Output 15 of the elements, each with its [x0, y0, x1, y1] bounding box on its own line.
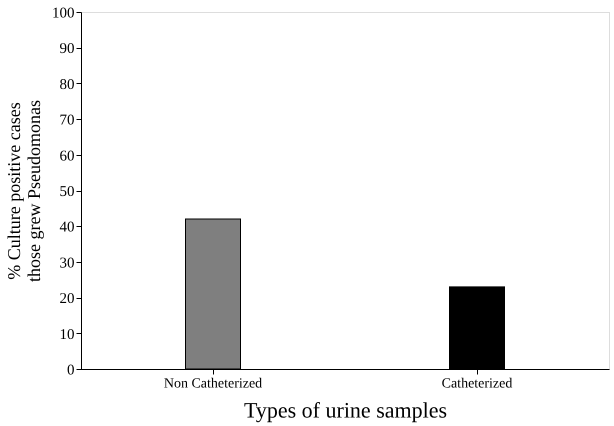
y-tick-label: 0 [67, 362, 74, 378]
y-tick-label: 30 [60, 255, 74, 272]
x-axis-title: Types of urine samples [244, 398, 448, 422]
y-tick-label: 80 [60, 76, 74, 93]
y-tick-label: 50 [60, 184, 74, 200]
y-tick-label: 60 [60, 148, 74, 164]
y-tick-label: 100 [52, 6, 74, 22]
y-tick-label: 90 [60, 41, 74, 58]
x-tick-label: Catheterized [442, 376, 512, 392]
y-tick-label: 70 [60, 112, 74, 129]
y-tick-label: 10 [60, 326, 74, 343]
x-tick-label: Non Catheterized [164, 376, 262, 392]
y-axis-title: % Culture positive cases those grew Pseudomonas [4, 100, 44, 282]
y-tick-label: 20 [60, 291, 74, 308]
y-tick-label: 40 [60, 220, 74, 236]
